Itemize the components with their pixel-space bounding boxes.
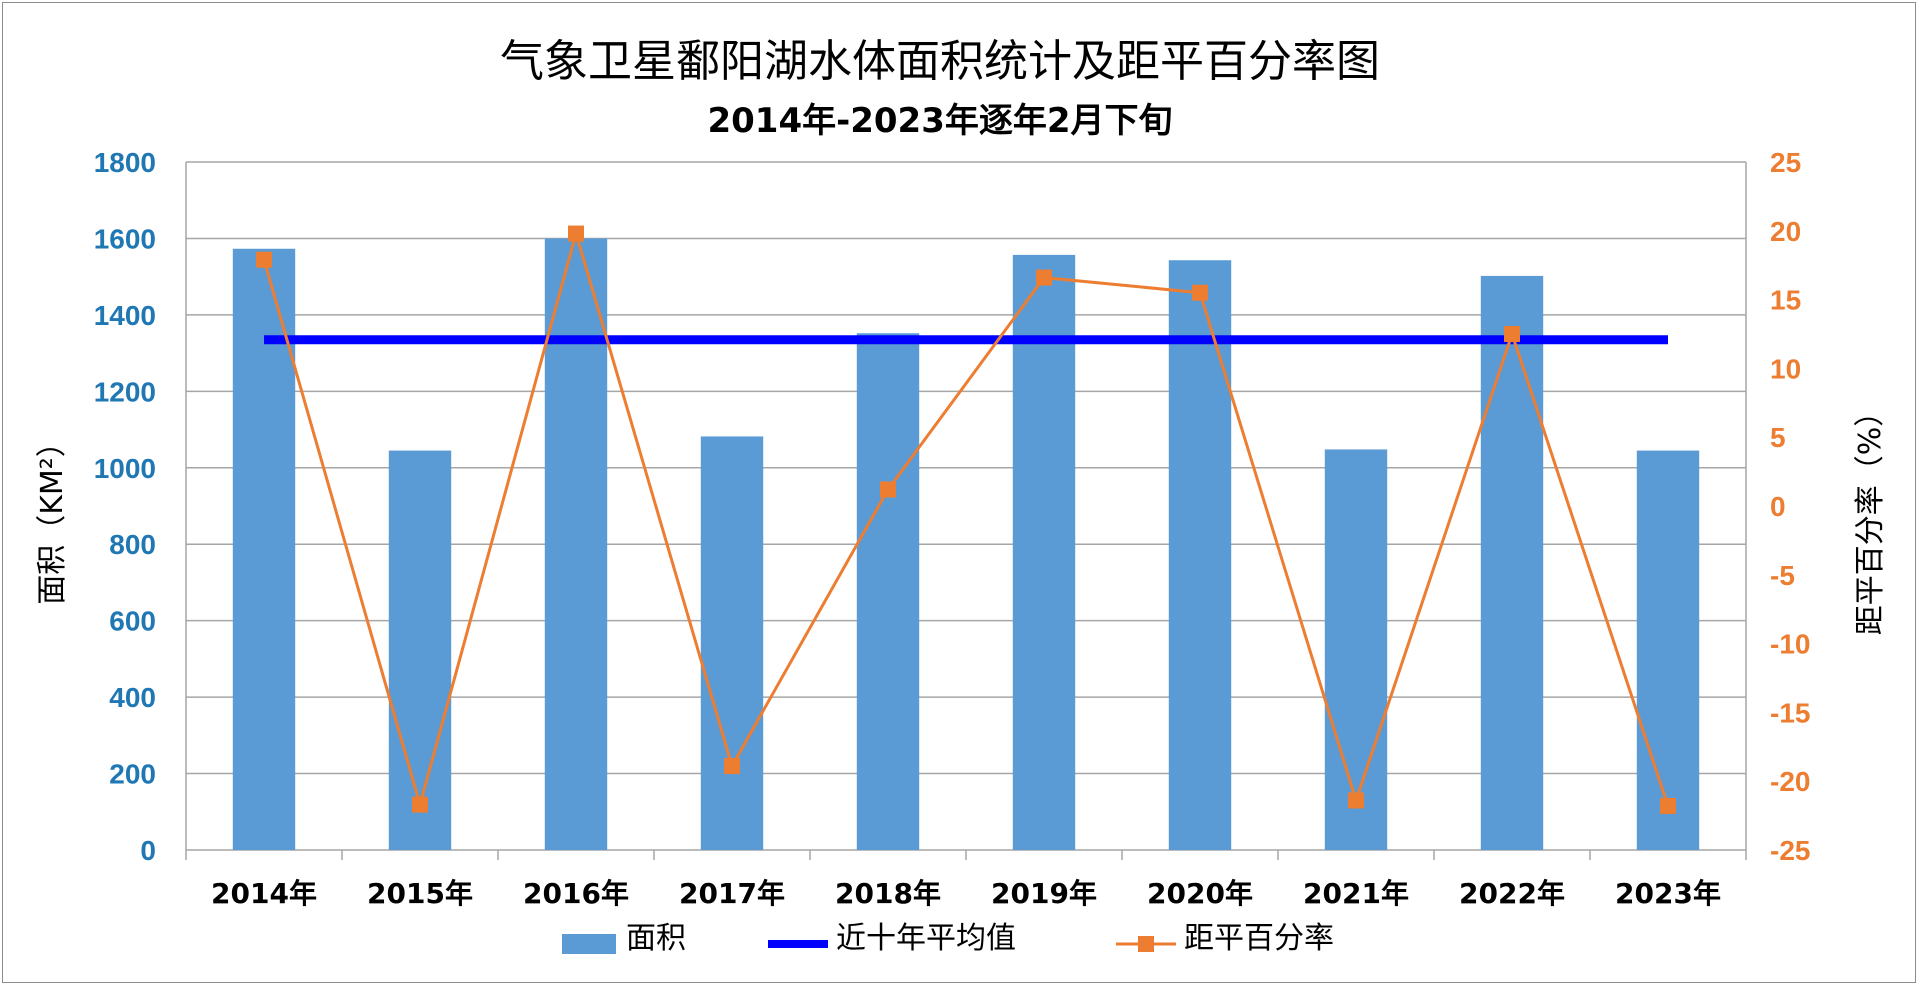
percentage-line-layer xyxy=(256,225,1676,814)
y-tick-right-label: -15 xyxy=(1770,697,1810,728)
bar-area xyxy=(1168,260,1232,851)
y-tick-right-label: -20 xyxy=(1770,766,1810,797)
y-axis-right-title: 距平百分率（%） xyxy=(1853,397,1888,636)
legend-swatch-percentage-marker xyxy=(1138,936,1154,952)
percentage-marker xyxy=(724,758,740,775)
y-tick-left-label: 1600 xyxy=(94,223,156,254)
x-tick-label: 2017年 xyxy=(679,877,785,910)
x-tick-label: 2016年 xyxy=(523,877,629,910)
y-tick-left-label: 200 xyxy=(109,759,156,790)
x-tick-label: 2014年 xyxy=(211,877,317,910)
y-tick-left-label: 1000 xyxy=(94,453,156,484)
chart-title: 气象卫星鄱阳湖水体面积统计及距平百分率图 xyxy=(500,36,1380,87)
y-tick-right-label: -25 xyxy=(1770,835,1810,866)
percentage-line xyxy=(262,228,1670,811)
y-tick-left-label: 1800 xyxy=(94,147,156,178)
bar-area xyxy=(544,238,608,850)
y-tick-right-label: 20 xyxy=(1770,216,1801,247)
y-tick-right-label: 10 xyxy=(1770,353,1801,384)
legend-swatch-bar xyxy=(562,934,616,954)
y-tick-right-label: 15 xyxy=(1770,285,1801,316)
y-tick-left-label: 1400 xyxy=(94,300,156,331)
axis-layer: 020040060080010001200140016001800-25-20-… xyxy=(94,147,1811,910)
legend-label-percentage: 距平百分率 xyxy=(1184,921,1334,956)
x-tick-label: 2020年 xyxy=(1147,877,1253,910)
x-tick-label: 2023年 xyxy=(1615,877,1721,910)
percentage-marker xyxy=(880,481,896,498)
bar-layer xyxy=(232,238,1700,851)
bar-area xyxy=(232,248,296,850)
y-tick-right-label: -5 xyxy=(1770,560,1795,591)
percentage-marker xyxy=(1192,284,1208,301)
y-tick-right-label: 5 xyxy=(1770,422,1786,453)
y-tick-left-label: 600 xyxy=(109,606,156,637)
x-tick-label: 2022年 xyxy=(1459,877,1565,910)
bar-area xyxy=(1636,450,1700,850)
y-tick-right-label: -10 xyxy=(1770,629,1810,660)
y-tick-right-label: 25 xyxy=(1770,147,1801,178)
legend-label-average: 近十年平均值 xyxy=(836,921,1016,956)
chart-subtitle: 2014年-2023年逐年2月下旬 xyxy=(707,101,1172,141)
percentage-marker xyxy=(256,251,272,268)
bar-area xyxy=(388,450,452,850)
percentage-marker xyxy=(568,225,584,242)
y-tick-left-label: 1200 xyxy=(94,376,156,407)
y-tick-left-label: 0 xyxy=(140,835,156,866)
x-tick-label: 2015年 xyxy=(367,877,473,910)
legend: 面积 近十年平均值 距平百分率 xyxy=(562,921,1334,956)
bar-area xyxy=(700,436,764,850)
y-tick-left-label: 400 xyxy=(109,682,156,713)
percentage-marker xyxy=(1036,269,1052,286)
bar-area xyxy=(1012,254,1076,850)
x-tick-label: 2018年 xyxy=(835,877,941,910)
legend-label-bar: 面积 xyxy=(626,921,686,956)
y-tick-left-label: 800 xyxy=(109,529,156,560)
x-tick-label: 2019年 xyxy=(991,877,1097,910)
y-tick-right-label: 0 xyxy=(1770,491,1786,522)
bar-area xyxy=(856,333,920,850)
percentage-marker xyxy=(1504,326,1520,342)
y-axis-left-title: 面积（KM²） xyxy=(35,427,70,605)
percentage-marker xyxy=(1660,797,1676,814)
bar-area xyxy=(1480,275,1544,850)
bar-area xyxy=(1324,449,1388,850)
x-tick-label: 2021年 xyxy=(1303,877,1409,910)
percentage-marker xyxy=(1348,792,1364,809)
percentage-marker xyxy=(412,796,428,813)
